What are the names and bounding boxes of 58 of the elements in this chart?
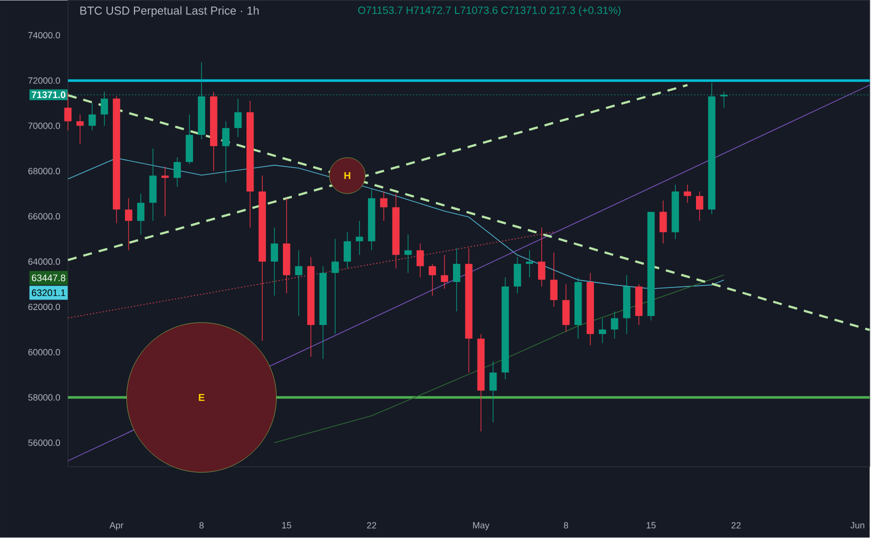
candlestick xyxy=(428,264,436,296)
chart-title: BTC USD Perpetual Last Price · 1h xyxy=(80,6,259,18)
candlestick xyxy=(356,220,364,256)
text: 63201.1 xyxy=(32,290,66,296)
candlestick xyxy=(684,184,692,204)
annotation: E xyxy=(198,394,204,402)
candlestick xyxy=(344,232,351,269)
annotation: H xyxy=(344,172,350,180)
candlestick xyxy=(526,250,534,278)
x-tick-label: May xyxy=(473,522,490,530)
y-tick-label: 66000.0 xyxy=(28,213,60,220)
x-tick-label: 8 xyxy=(199,522,204,529)
x-tick-label: 22 xyxy=(732,522,741,529)
candlestick xyxy=(161,166,169,217)
y-tick-label: 68000.0 xyxy=(28,168,60,174)
candlestick xyxy=(270,228,278,296)
candlestick xyxy=(660,200,667,244)
y-tick-label: 70000.0 xyxy=(28,122,60,130)
candlestick xyxy=(125,198,132,251)
candlestick xyxy=(610,311,618,340)
line-series xyxy=(274,274,724,444)
candlestick xyxy=(76,114,84,144)
candlestick xyxy=(416,243,424,278)
candlestick xyxy=(332,238,339,335)
candlestick xyxy=(538,228,546,288)
candlestick xyxy=(174,157,181,188)
candlestick xyxy=(440,254,448,290)
candlestick xyxy=(598,318,606,344)
line-series xyxy=(68,158,724,290)
ref-line-label: 71371.0 xyxy=(32,92,66,98)
candlestick xyxy=(453,248,460,312)
x-tick-label: 15 xyxy=(646,522,656,529)
x-tick-label: Apr xyxy=(110,522,124,530)
candlestick xyxy=(489,361,497,423)
y-tick-label: 64000.0 xyxy=(28,258,60,266)
candlestick xyxy=(550,252,558,308)
x-tick-label: 22 xyxy=(367,522,376,529)
y-tick-label: 74000.0 xyxy=(28,32,60,39)
x-tick-label: 15 xyxy=(282,522,292,529)
candlestick xyxy=(64,92,72,131)
candlestick xyxy=(88,103,96,131)
y-tick-label: 72000.0 xyxy=(28,78,60,84)
y-tick-label: 58000.0 xyxy=(28,394,60,401)
candlestick xyxy=(234,98,242,138)
y-tick-label: 60000.0 xyxy=(28,349,60,356)
candlestick xyxy=(404,234,412,274)
x-tick-label: Jun xyxy=(850,522,864,529)
y-tick-label: 62000.0 xyxy=(28,304,60,310)
candlestick xyxy=(514,256,522,294)
candlestick xyxy=(295,250,302,316)
annotation: O71153.7 H71472.7 L71073.6 C71371.0 217.3 (+0.31%) xyxy=(358,6,621,16)
y-tick-label: 56000.0 xyxy=(28,440,60,446)
text: 63447.8 xyxy=(32,274,66,282)
candlestick xyxy=(222,121,230,183)
candlestick xyxy=(137,194,144,236)
candlestick xyxy=(380,191,388,222)
x-tick-label: 8 xyxy=(564,522,568,529)
candlestick xyxy=(696,191,704,222)
